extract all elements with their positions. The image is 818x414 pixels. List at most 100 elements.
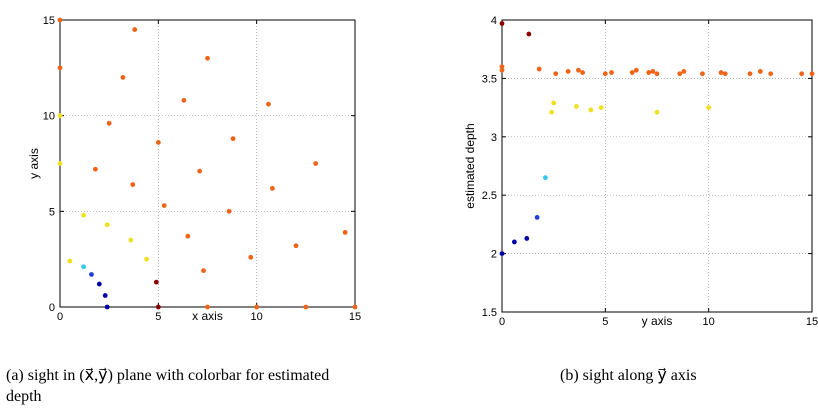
figure-canvas: 0 5 10 15 0 5 10 15 x axis y axis 0 5 10 15 1.5 2 2.5 3 3… [27,15,818,328]
x-tick-label: 10 [251,311,263,323]
x-tick-label: 5 [155,311,161,323]
data-point [104,222,110,228]
x-tick-label: 10 [703,316,715,328]
data-point [553,71,559,77]
y-tick-label: 15 [43,15,55,27]
data-point [549,109,554,115]
data-point [201,268,206,274]
data-point [128,237,134,243]
data-point [181,97,187,103]
data-point [677,71,683,77]
data-point [512,239,517,245]
data-point [130,182,136,187]
x-tick-label: 0 [499,316,505,328]
x-tick-label: 5 [602,316,608,328]
plot-a-sight-in-plane: 0 5 10 15 0 5 10 15 x axis y axis [27,15,361,323]
data-point [57,113,63,119]
data-point [499,251,505,256]
caption-b: (b) sight along y⃗ axis [560,367,697,384]
data-point [155,140,161,145]
data-point [799,71,805,77]
y-tick-label: 0 [49,302,55,314]
data-point [144,256,149,262]
data-point [254,304,260,310]
data-point [646,70,652,75]
data-point [104,304,110,310]
data-point [57,17,63,23]
x-axis-label: x axis [192,309,223,323]
data-point [226,208,232,214]
data-point [598,105,604,110]
data-point [747,71,753,77]
data-point [650,68,656,74]
data-point [534,214,540,220]
data-point [205,304,210,310]
data-point [81,212,86,218]
data-point [93,166,98,172]
data-point [248,254,254,260]
data-point [609,70,614,75]
y-tick-label: 3.5 [482,73,497,85]
caption-a: (a) sight in (x⃗,y⃗) plane with colorbar… [6,367,330,405]
data-point [654,109,660,115]
y-tick-label: 4 [491,15,497,27]
data-point [768,71,774,77]
data-point [706,105,712,110]
data-point [266,101,271,107]
data-point [230,136,236,142]
y-tick-label: 2.5 [482,190,497,202]
data-point [197,168,203,174]
y-tick-label: 3 [491,132,497,144]
data-point [81,264,86,270]
y-tick-label: 2 [491,249,497,261]
data-point [161,203,167,208]
plot-frame [59,19,356,308]
data-point [102,293,108,298]
data-point [574,104,579,109]
data-point [120,75,126,80]
data-point [757,68,763,74]
data-point [809,71,815,77]
x-tick-label: 0 [57,311,63,323]
data-point [633,67,639,73]
x-tick-label: 15 [349,311,361,323]
data-point [499,67,505,73]
data-point [602,71,608,77]
y-axis-label: y axis [27,148,41,179]
data-point [576,67,581,73]
data-point [524,236,530,241]
data-point [57,161,63,166]
data-point [536,66,542,72]
data-point [499,64,505,70]
data-point [270,185,275,191]
data-point [681,68,687,74]
data-point [526,31,532,37]
data-point [155,304,161,310]
data-point [132,27,138,32]
data-point [96,281,102,287]
y-axis-label: estimated depth [463,123,477,208]
data-point [629,70,635,75]
plot-b-sight-along-y: 0 5 10 15 1.5 2 2.5 3 3.5 4 y axis estimated depth [463,15,818,328]
data-point [185,233,191,239]
data-point [588,107,594,113]
data-point [352,304,358,310]
data-point [67,258,73,264]
data-point [551,100,557,106]
y-tick-label: 5 [49,206,55,218]
x-tick-label: 15 [806,316,818,328]
data-point [205,55,210,61]
data-point [700,71,705,77]
data-point [718,70,724,75]
y-tick-label: 10 [43,111,55,123]
data-point [303,304,309,310]
data-point [313,161,319,166]
data-point [722,71,728,77]
data-point [342,229,348,235]
plot-frame [501,19,813,313]
data-point [57,65,63,71]
data-point [499,21,505,26]
data-point [580,70,585,75]
data-point [543,175,548,181]
data-point [153,279,159,285]
